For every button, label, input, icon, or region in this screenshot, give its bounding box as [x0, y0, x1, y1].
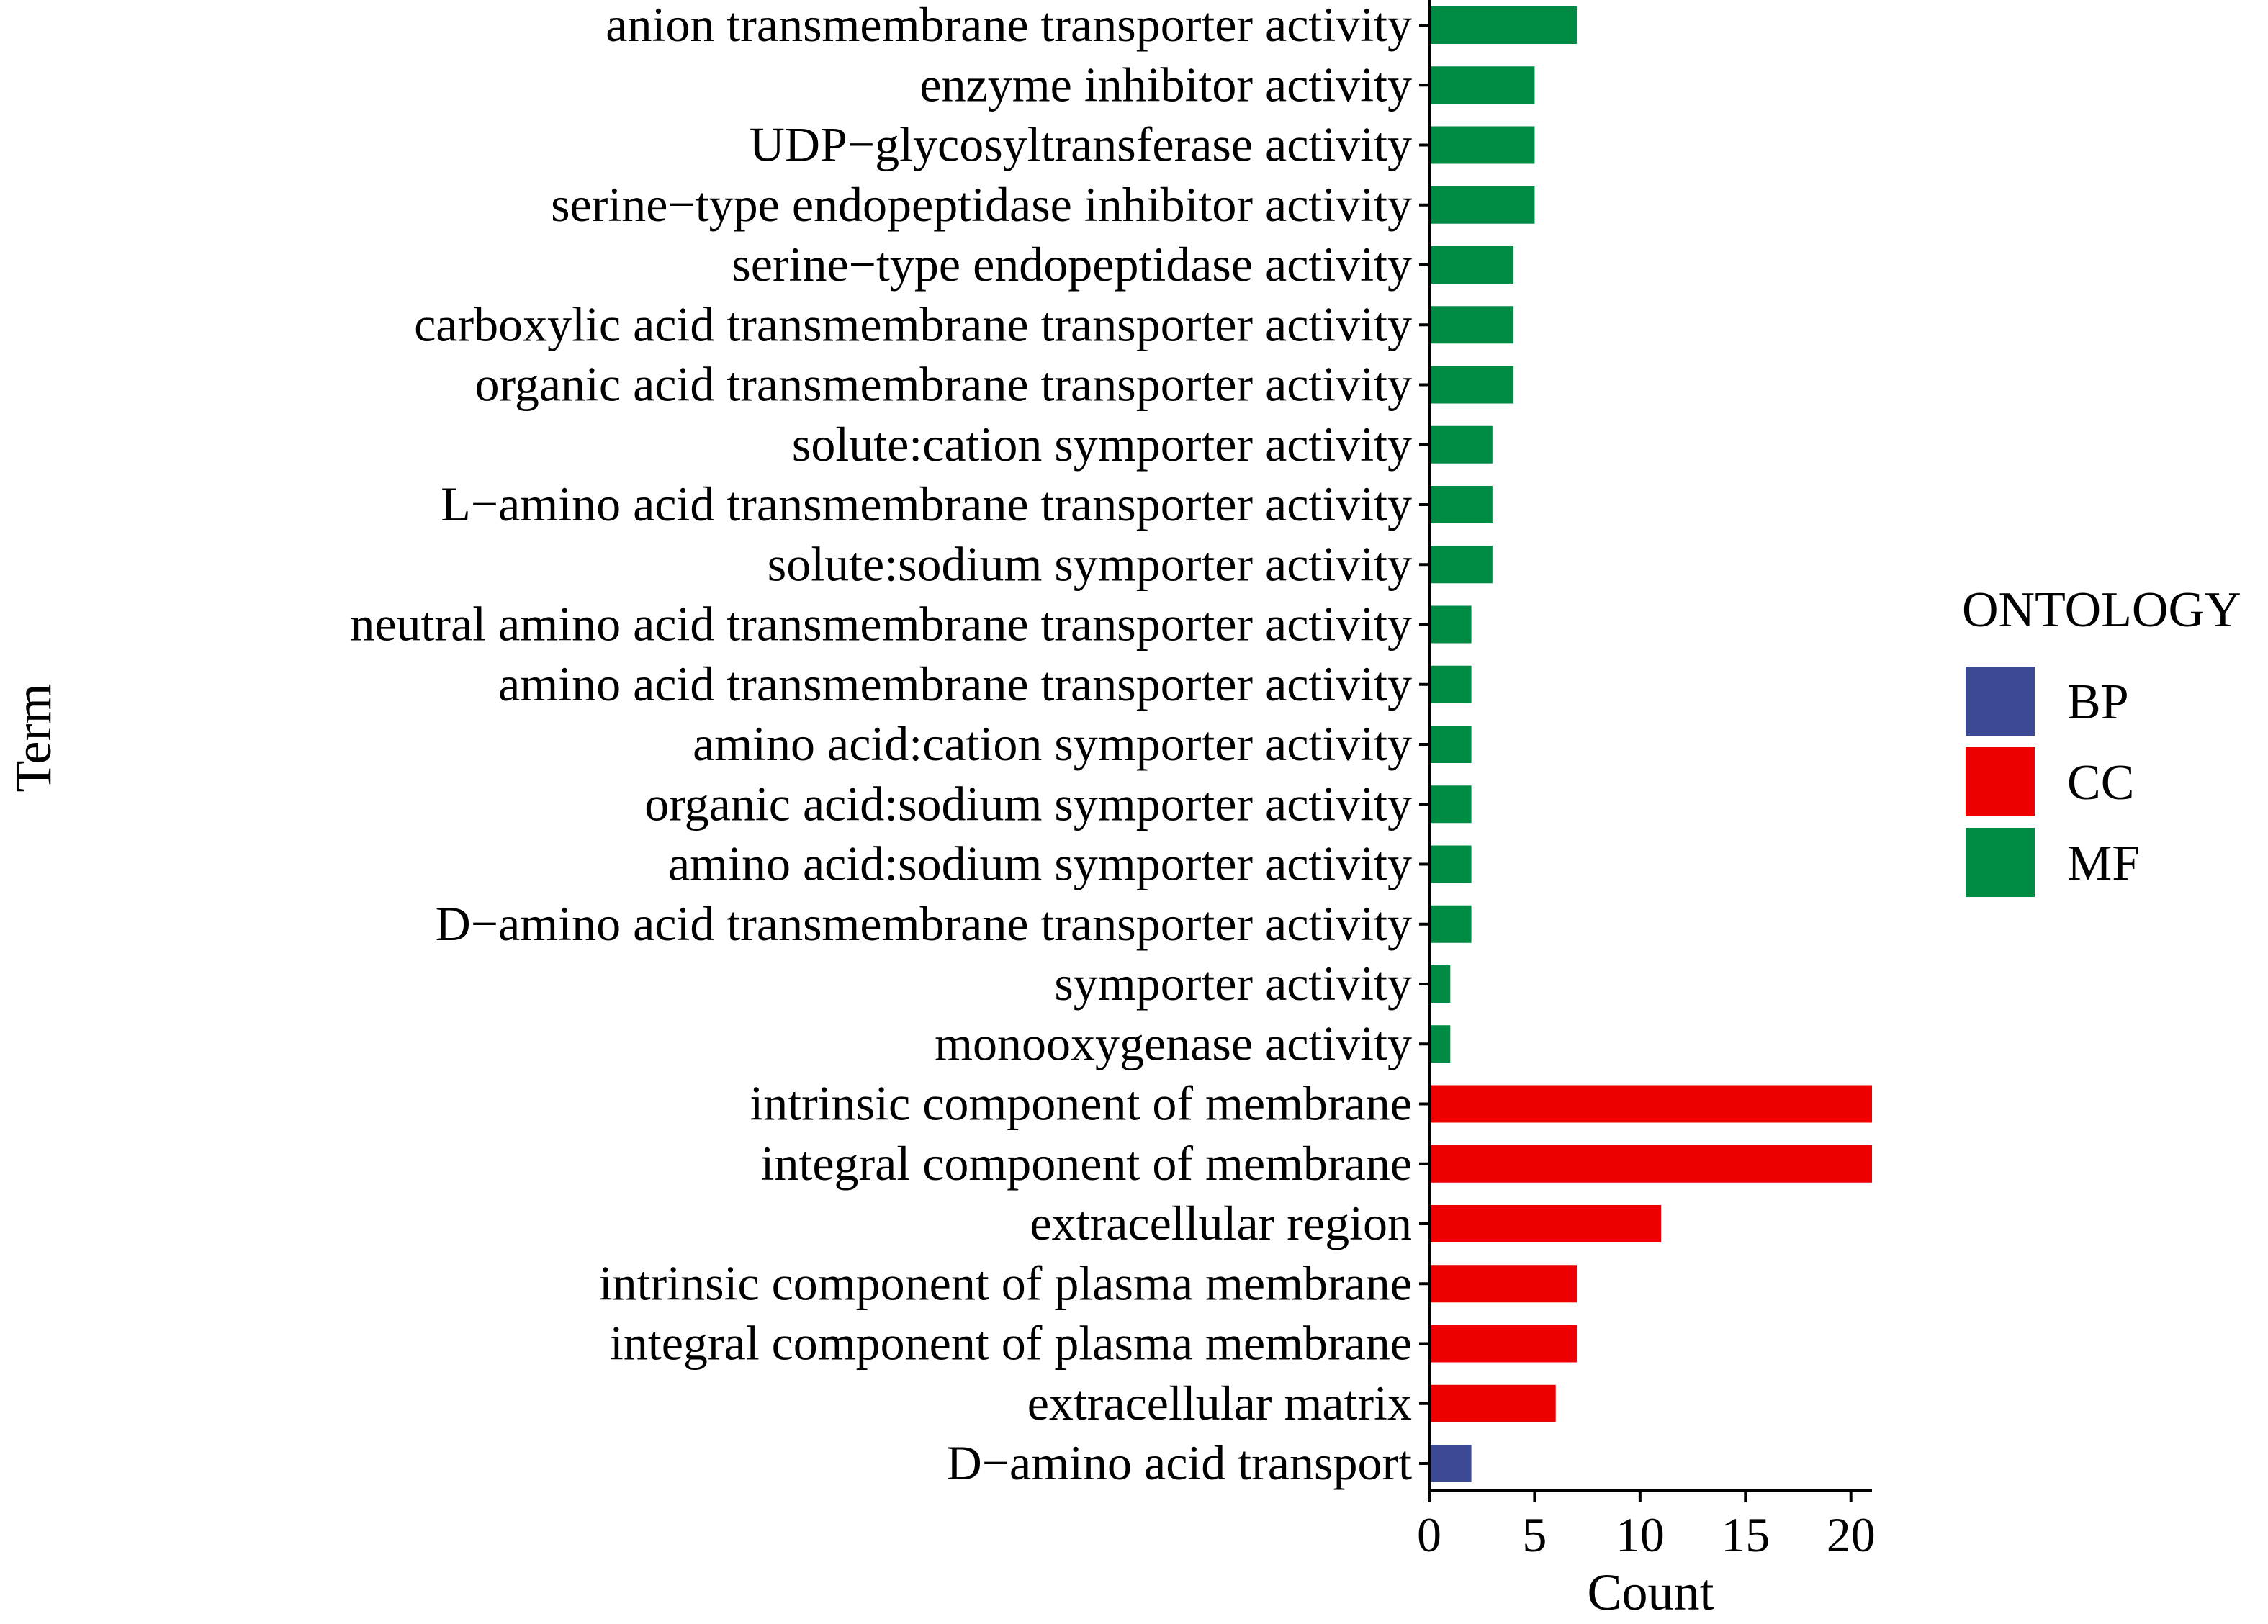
- bar-mf: [1429, 425, 1493, 464]
- legend-label: MF: [2067, 836, 2140, 891]
- legend-items: BP CC MF: [1966, 667, 2140, 897]
- bar-cc: [1429, 1265, 1577, 1303]
- term-label: extracellular matrix: [1027, 1376, 1412, 1430]
- legend-label: BP: [2067, 675, 2129, 730]
- bar-mf: [1429, 1025, 1451, 1063]
- term-label: carboxylic acid transmembrane transporte…: [414, 297, 1412, 351]
- bar-mf: [1429, 665, 1472, 703]
- bar-mf: [1429, 486, 1493, 523]
- term-label: extracellular region: [1030, 1196, 1413, 1250]
- x-tick-label: 0: [1417, 1507, 1441, 1562]
- term-label: D−amino acid transmembrane transporter a…: [436, 896, 1412, 951]
- term-label: UDP−glycosyltransferase activity: [750, 117, 1412, 172]
- term-label: neutral amino acid transmembrane transpo…: [350, 597, 1412, 651]
- axes: [1428, 0, 1872, 1492]
- x-axis-title: Count: [1587, 1564, 1714, 1620]
- bar-mf: [1429, 366, 1514, 404]
- x-tick-label: 15: [1721, 1507, 1770, 1562]
- x-ticks: 0 5 10 15 20: [1417, 1491, 1876, 1562]
- term-label: intrinsic component of membrane: [750, 1076, 1412, 1131]
- bar-mf: [1429, 845, 1472, 883]
- bar-mf: [1429, 126, 1535, 164]
- legend: ONTOLOGY BP CC MF: [1962, 582, 2241, 897]
- bar-mf: [1429, 246, 1514, 284]
- term-label: amino acid:cation symporter activity: [693, 716, 1412, 771]
- bar-cc: [1429, 1325, 1577, 1363]
- x-tick-label: 5: [1522, 1507, 1547, 1562]
- x-tick-label: 20: [1827, 1507, 1876, 1562]
- term-label: integral component of plasma membrane: [610, 1316, 1412, 1371]
- legend-swatch-bp: [1966, 667, 2035, 736]
- x-tick-label: 10: [1616, 1507, 1665, 1562]
- term-label: integral component of membrane: [761, 1136, 1412, 1191]
- legend-label: CC: [2067, 755, 2134, 811]
- bar-mf: [1429, 905, 1472, 943]
- bar-mf: [1429, 6, 1577, 44]
- term-label: D−amino acid transport: [947, 1435, 1413, 1490]
- term-label: L−amino acid transmembrane transporter a…: [441, 477, 1412, 531]
- term-label: organic acid:sodium symporter activity: [644, 776, 1412, 831]
- term-label: enzyme inhibitor activity: [919, 57, 1412, 112]
- term-label: organic acid transmembrane transporter a…: [474, 357, 1412, 412]
- bar-mf: [1429, 726, 1472, 763]
- bar-cc: [1429, 1085, 1872, 1123]
- y-axis-title: Term: [4, 684, 62, 793]
- bar-cc: [1429, 1145, 1872, 1183]
- bar-mf: [1429, 186, 1535, 224]
- term-label: anion transmembrane transporter activity: [606, 0, 1412, 52]
- bar-bp: [1429, 1445, 1472, 1482]
- bar-mf: [1429, 306, 1514, 344]
- term-label: monooxygenase activity: [935, 1016, 1412, 1070]
- bar-mf: [1429, 965, 1451, 1003]
- term-labels: anion transmembrane transporter activity…: [350, 0, 1429, 1490]
- term-label: solute:cation symporter activity: [792, 417, 1412, 472]
- term-label: amino acid:sodium symporter activity: [668, 836, 1412, 891]
- bar-mf: [1429, 605, 1472, 644]
- bar-mf: [1429, 546, 1493, 584]
- term-label: serine−type endopeptidase activity: [732, 237, 1412, 292]
- bar-cc: [1429, 1384, 1556, 1422]
- bar-mf: [1429, 66, 1535, 104]
- bars-layer: [1429, 6, 1872, 1482]
- term-label: intrinsic component of plasma membrane: [599, 1255, 1412, 1310]
- legend-swatch-cc: [1966, 747, 2035, 816]
- legend-title: ONTOLOGY: [1962, 582, 2241, 638]
- term-label: solute:sodium symporter activity: [768, 536, 1412, 591]
- bar-mf: [1429, 785, 1472, 824]
- term-label: amino acid transmembrane transporter act…: [498, 657, 1412, 711]
- legend-swatch-mf: [1966, 828, 2035, 897]
- term-label: symporter activity: [1054, 956, 1412, 1011]
- term-label: serine−type endopeptidase inhibitor acti…: [551, 177, 1412, 232]
- bar-cc: [1429, 1205, 1662, 1242]
